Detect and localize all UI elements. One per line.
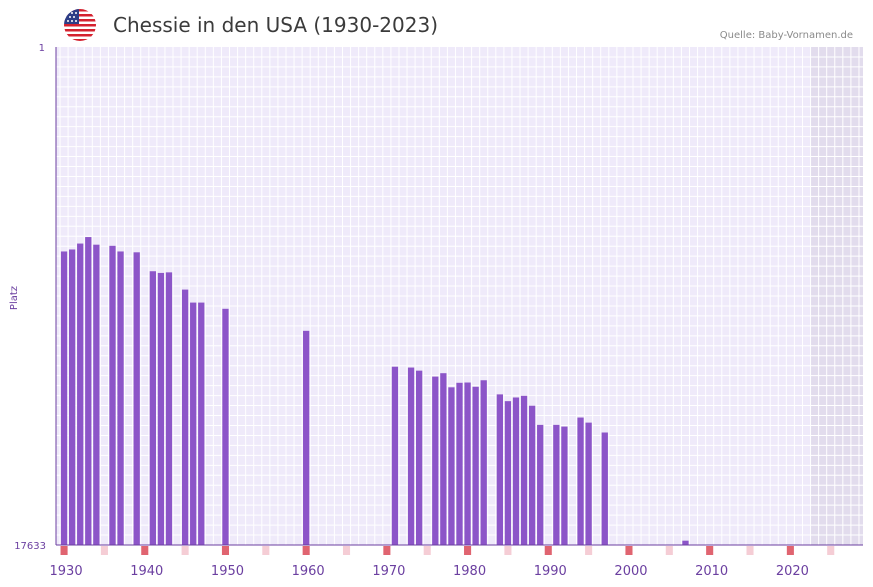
chart-title: Chessie in den USA (1930-2023) [113, 13, 438, 37]
us-flag-icon [64, 9, 96, 41]
y-tick-label: 1 [39, 43, 45, 54]
bar [585, 422, 592, 545]
bar-series [60, 237, 689, 545]
decade-marker [464, 546, 472, 555]
bar [480, 380, 487, 545]
year-markers [60, 546, 835, 555]
x-tick-label: 2000 [614, 564, 647, 579]
bar [520, 395, 528, 545]
halfdecade-marker [665, 546, 673, 555]
x-tick-label: 1990 [534, 564, 567, 579]
bar [77, 243, 84, 545]
bar [109, 245, 116, 545]
bar [456, 382, 463, 545]
bar [448, 387, 455, 545]
decade-marker [221, 546, 230, 555]
decade-marker [383, 546, 391, 555]
bar [303, 330, 310, 545]
halfdecade-marker [181, 546, 189, 555]
decade-marker [544, 546, 552, 555]
x-tick-label: 2010 [695, 564, 728, 579]
bar [577, 417, 584, 545]
x-tick-label: 1960 [292, 564, 325, 579]
halfdecade-marker [746, 546, 754, 555]
bar [93, 244, 100, 545]
halfdecade-marker [262, 546, 270, 555]
bar [68, 249, 76, 545]
bar [198, 302, 205, 545]
decade-marker [786, 546, 794, 555]
bar [512, 397, 520, 545]
bar [222, 308, 229, 545]
bar [553, 424, 560, 545]
bar [190, 302, 197, 545]
decade-marker [141, 546, 149, 555]
source-label: Quelle: Baby-Vornamen.de [719, 30, 853, 41]
x-tick-label: 1930 [50, 564, 83, 579]
y-tick-label: 17633 [14, 541, 46, 552]
bar [165, 272, 173, 545]
x-tick-label: 1980 [453, 564, 486, 579]
x-tick-label: 1970 [372, 564, 405, 579]
decade-marker [625, 546, 633, 555]
decade-marker [706, 546, 714, 555]
axis-labels: 1930 1940 1950 1960 1970 1980 1990 2000 2010 2020… [9, 43, 809, 579]
halfdecade-marker [100, 546, 108, 555]
bar [537, 424, 544, 545]
halfdecade-marker [423, 546, 431, 555]
bar [157, 272, 165, 545]
bar [496, 394, 503, 545]
decade-marker [302, 546, 310, 555]
bar [561, 426, 568, 545]
halfdecade-marker [585, 546, 593, 555]
halfdecade-marker [504, 546, 512, 555]
bar [391, 366, 399, 545]
bar [407, 367, 415, 545]
bar [149, 271, 156, 545]
x-tick-label: 2020 [776, 564, 809, 579]
bar [416, 370, 423, 545]
bar [432, 376, 439, 545]
halfdecade-marker [342, 546, 351, 555]
y-axis-label: Platz [9, 286, 20, 310]
bar [181, 289, 189, 545]
bar [440, 373, 447, 545]
bar [601, 432, 608, 545]
bar [682, 540, 689, 545]
decade-marker [60, 546, 68, 555]
bar [85, 237, 92, 545]
bar [60, 251, 68, 545]
x-tick-label: 1950 [211, 564, 244, 579]
bar [528, 405, 536, 545]
x-tick-label: 1940 [130, 564, 163, 579]
bar [117, 251, 124, 545]
bar [133, 252, 140, 545]
bar [504, 401, 512, 545]
bar [464, 382, 471, 545]
axes [55, 47, 863, 546]
bar [472, 386, 479, 545]
halfdecade-marker [827, 546, 835, 555]
